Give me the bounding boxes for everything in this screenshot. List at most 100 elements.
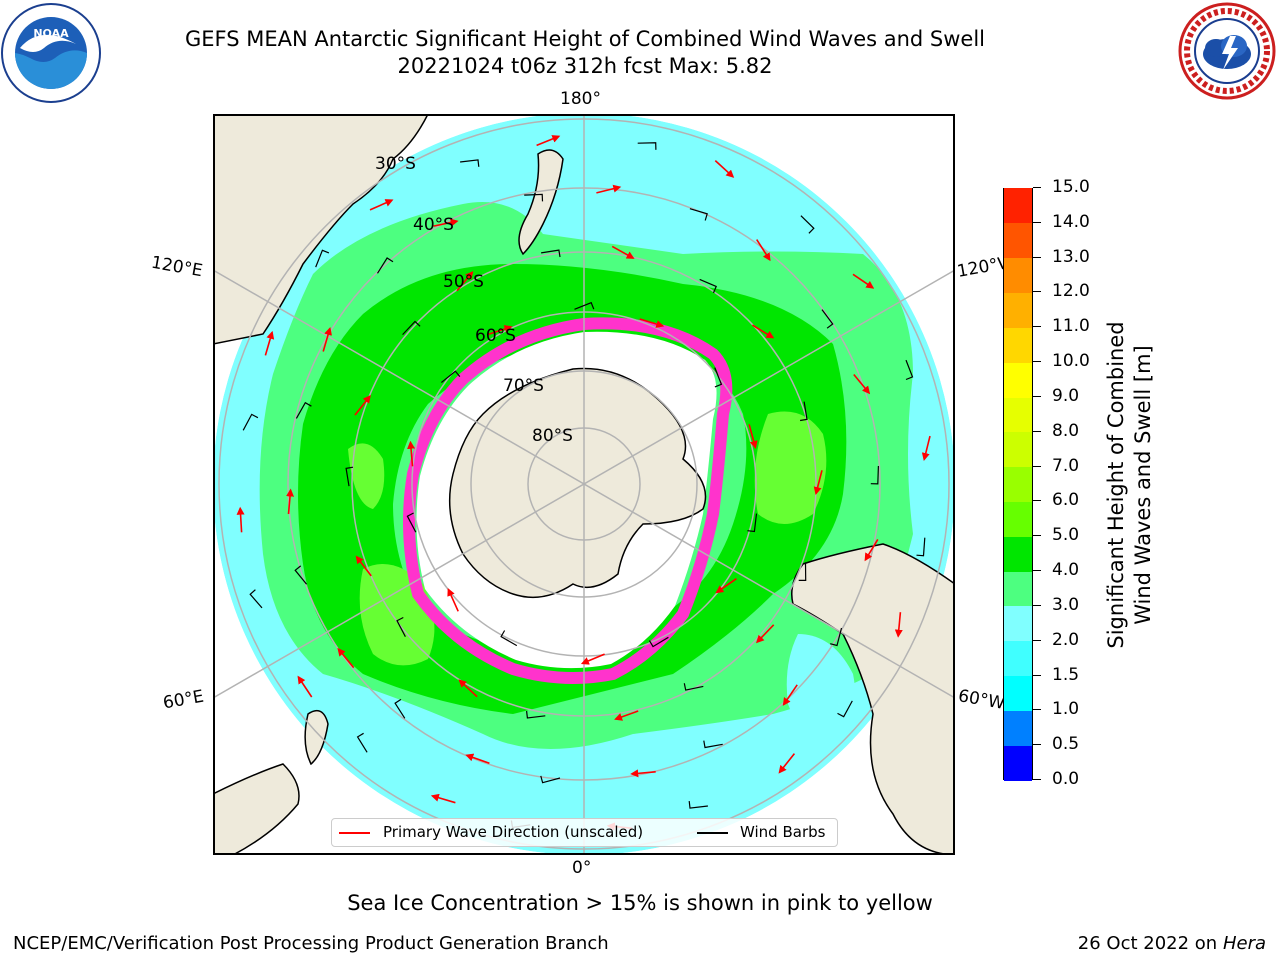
colorbar-tick <box>1033 604 1041 606</box>
wind-barb <box>460 159 480 167</box>
colorbar-tick-label: 8.0 <box>1052 420 1080 441</box>
colorbar-band <box>1004 362 1032 398</box>
colorbar-band <box>1004 745 1032 781</box>
colorbar-tick-label: 6.0 <box>1052 490 1080 511</box>
wind-barb <box>541 249 561 258</box>
wind-barb <box>540 775 561 784</box>
colorbar-tick-label: 2.0 <box>1052 629 1080 650</box>
wave-direction-arrow <box>458 679 478 698</box>
wave-direction-arrow <box>630 769 656 778</box>
wind-barb <box>800 215 815 234</box>
wave-direction-arrow <box>337 647 355 669</box>
lat-label-60s: 60°S <box>475 326 516 346</box>
colorbar-tick <box>1033 465 1041 467</box>
colorbar-tick-label: 7.0 <box>1052 455 1080 476</box>
colorbar-tick-label: 1.5 <box>1052 664 1080 685</box>
wave-field-peak-3 <box>348 443 385 509</box>
colorbar-tick-label: 4.0 <box>1052 560 1080 581</box>
wind-barb <box>249 589 263 609</box>
wave-direction-arrow <box>407 440 416 467</box>
wave-direction-arrow <box>715 578 737 594</box>
wave-direction-arrow <box>433 218 459 227</box>
wave-direction-arrow <box>756 239 771 262</box>
wave-direction-arrow <box>322 326 332 352</box>
wind-barb <box>837 700 853 718</box>
colorbar-tick-label: 3.0 <box>1052 594 1080 615</box>
colorbar-tick <box>1033 395 1041 397</box>
wave-direction-arrow <box>264 330 275 356</box>
colorbar-tick-label: 14.0 <box>1052 211 1090 232</box>
graticule <box>213 114 955 855</box>
wave-direction-arrow <box>430 793 456 804</box>
wave-direction-arrow <box>614 710 639 721</box>
wave-direction-arrow <box>778 753 796 774</box>
wave-direction-arrow <box>748 424 758 449</box>
wind-barb <box>356 732 368 753</box>
wind-barbs-layer <box>242 142 926 829</box>
sea-ice-note: Sea Ice Concentration > 15% is shown in … <box>347 891 933 915</box>
lon-label-180: 180° <box>560 89 601 109</box>
lon-label-60e: 60°E <box>161 686 206 714</box>
wave-direction-arrow <box>751 324 775 339</box>
wave-direction-arrow <box>236 506 245 533</box>
wind-barb <box>406 512 417 533</box>
colorbar-tick <box>1033 570 1041 572</box>
wave-direction-arrow <box>611 245 635 259</box>
wind-barb <box>295 401 312 419</box>
colorbar-band <box>1004 396 1032 433</box>
colorbar-tick <box>1033 535 1041 537</box>
footer-host: Hera <box>1222 933 1266 954</box>
colorbar <box>1003 188 1033 781</box>
colorbar-tick <box>1033 291 1041 293</box>
colorbar-tick-label: 12.0 <box>1052 281 1090 302</box>
wind-barb <box>699 278 717 294</box>
wave-direction-arrow <box>813 470 823 496</box>
wind-barb <box>905 359 914 381</box>
sea-ice-edge <box>403 317 733 684</box>
figure-title-line1: GEFS MEAN Antarctic Significant Height o… <box>184 27 986 51</box>
wave-direction-arrow <box>456 271 474 292</box>
colorbar-tick <box>1033 500 1041 502</box>
colorbar-tick-label: 5.0 <box>1052 525 1080 546</box>
wave-direction-arrow <box>782 684 798 706</box>
colorbar-tick-label: 0.0 <box>1052 769 1080 789</box>
wind-barb <box>402 320 421 336</box>
wind-barb <box>747 513 758 533</box>
wave-direction-arrow <box>755 624 775 644</box>
wave-direction-arrow <box>369 199 394 211</box>
colorbar-band <box>1004 501 1032 537</box>
wave-direction-arrow <box>297 675 313 698</box>
wave-direction-arrow <box>921 435 931 461</box>
madagascar-land <box>304 709 329 766</box>
colorbar-tick <box>1033 430 1041 432</box>
colorbar-tick <box>1033 256 1041 258</box>
lon-label-0: 0° <box>572 858 592 878</box>
noaa-logo: NOAA <box>1 3 101 103</box>
colorbar-tick <box>1033 187 1041 188</box>
wave-field-peak-1 <box>754 411 827 524</box>
wave-direction-arrow <box>286 488 295 515</box>
colorbar-tick-label: 1.0 <box>1052 699 1080 720</box>
wind-barb <box>689 208 708 221</box>
colorbar-tick-label: 15.0 <box>1052 177 1090 197</box>
colorbar-tick <box>1033 779 1041 780</box>
wind-barb <box>683 683 704 691</box>
colorbar-band <box>1004 292 1032 328</box>
wind-barb <box>800 401 808 422</box>
wind-barb <box>242 413 259 431</box>
wave-direction-arrow <box>536 135 561 147</box>
colorbar-tick-label: 0.5 <box>1052 734 1080 755</box>
colorbar-title-line2: Wind Waves and Swell [m] <box>1131 345 1155 625</box>
wind-barb <box>441 370 461 383</box>
wind-barb <box>648 636 669 648</box>
wave-direction-arrow <box>853 373 871 395</box>
colorbar-band <box>1004 605 1032 642</box>
svg-text:NOAA: NOAA <box>33 27 69 40</box>
wind-barb <box>714 367 723 388</box>
colorbar-title-line1: Significant Height of Combined <box>1104 321 1128 649</box>
colorbar-tick <box>1033 361 1041 363</box>
colorbar-tick <box>1033 221 1041 223</box>
map-frame[interactable]: 30°S 40°S 50°S 60°S 70°S 80°S <box>213 114 955 855</box>
wind-barb <box>870 465 879 485</box>
wind-barb <box>376 257 394 274</box>
